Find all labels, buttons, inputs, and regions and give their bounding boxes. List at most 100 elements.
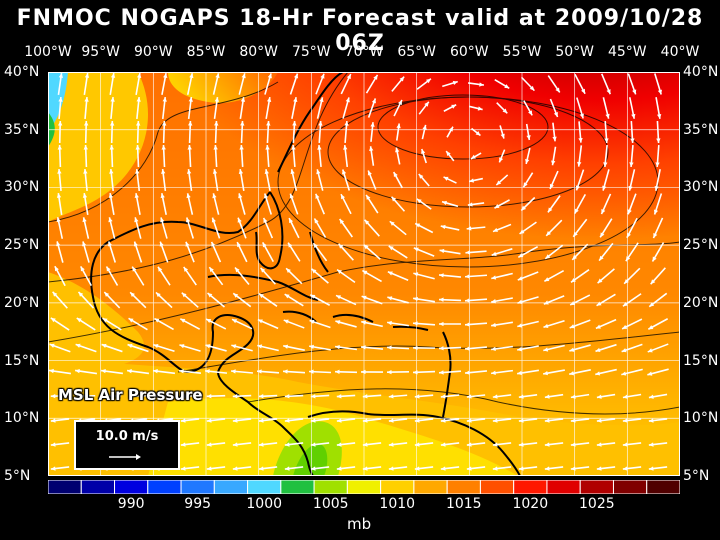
wind-arrow-icon	[440, 442, 460, 447]
wind-arrow-icon	[343, 144, 349, 168]
wind-arrow-icon	[421, 124, 427, 140]
wind-arrow-icon	[362, 269, 382, 283]
wind-arrow-icon	[492, 223, 512, 233]
latitude-label-right: 10°N	[683, 410, 719, 427]
wind-arrow-icon	[179, 344, 201, 352]
wind-arrow-icon	[361, 320, 383, 328]
wind-arrow-icon	[161, 73, 168, 95]
wind-arrow-icon	[498, 149, 506, 163]
wind-arrow-icon	[492, 394, 512, 399]
wind-arrow-icon	[492, 442, 512, 447]
wind-arrow-icon	[648, 442, 668, 447]
wind-arrow-icon	[135, 73, 142, 95]
wind-arrow-icon	[648, 292, 668, 308]
wind-arrow-icon	[438, 346, 462, 351]
wind-arrow-icon	[647, 318, 669, 330]
latitude-label-right: 25°N	[683, 237, 719, 254]
colorbar-swatch	[413, 480, 448, 494]
colorbar-label: 1025	[579, 496, 615, 512]
wind-arrow-icon	[187, 144, 192, 168]
wind-arrow-icon	[316, 169, 324, 191]
wind-arrow-icon	[387, 320, 409, 327]
wind-arrow-icon	[338, 243, 354, 261]
wind-arrow-icon	[441, 200, 459, 208]
wind-arrow-icon	[210, 241, 222, 263]
wind-arrow-icon	[621, 368, 643, 376]
wind-arrow-icon	[100, 368, 124, 375]
colorbar-swatch	[346, 480, 382, 494]
wind-arrow-icon	[648, 393, 668, 399]
wind-arrow-icon	[389, 220, 407, 236]
wind-arrow-icon	[261, 241, 275, 263]
wind-arrow-icon	[446, 126, 454, 138]
wind-arrow-icon	[340, 73, 352, 95]
wind-arrow-icon	[655, 97, 662, 119]
longitude-label: 65°W	[397, 44, 436, 60]
wind-arrow-icon	[596, 293, 616, 307]
wind-arrow-icon	[518, 394, 538, 399]
wind-arrow-icon	[628, 97, 636, 119]
wind-arrow-icon	[57, 120, 63, 144]
wind-arrow-icon	[496, 102, 508, 114]
wind-arrow-icon	[232, 418, 252, 423]
colorbar-swatch	[180, 480, 215, 494]
wind-arrow-icon	[466, 442, 486, 447]
wind-arrow-icon	[161, 168, 167, 192]
wind-arrow-icon	[232, 292, 252, 308]
longitude-label: 75°W	[291, 44, 331, 60]
wind-arrow-icon	[212, 73, 220, 95]
wind-arrow-icon	[440, 466, 460, 471]
wind-arrow-icon	[284, 394, 304, 399]
wind-arrow-icon	[622, 442, 642, 447]
wind-arrow-icon	[83, 168, 88, 192]
wind-arrow-icon	[75, 343, 97, 353]
wind-arrow-icon	[107, 241, 117, 263]
wind-arrow-icon	[264, 169, 271, 191]
wind-arrow-icon	[647, 343, 669, 353]
latitude-label-left: 20°N	[4, 294, 40, 311]
longitude-label: 95°W	[81, 44, 120, 60]
wind-arrow-icon	[494, 79, 510, 89]
wind-arrow-icon	[208, 266, 224, 286]
graticule	[48, 72, 680, 476]
wind-arrow-icon	[155, 291, 173, 309]
wind-arrow-icon	[309, 294, 331, 306]
wind-arrow-icon	[211, 217, 221, 239]
wind-arrow-icon	[517, 271, 539, 281]
longitude-label: 60°W	[449, 44, 489, 60]
latitude-label-left: 25°N	[4, 237, 40, 254]
wind-arrow-icon	[105, 266, 119, 286]
wind-arrow-icon	[291, 144, 296, 168]
wind-arrow-icon	[573, 193, 587, 215]
colorbar-swatch	[247, 480, 282, 494]
wind-arrow-icon	[518, 418, 538, 423]
wind-arrow-icon	[258, 394, 278, 399]
wind-arrow-icon	[160, 193, 167, 215]
colorbar-label: 1000	[246, 496, 283, 512]
wind-arrow-icon	[180, 466, 200, 471]
latitude-label-left: 5°N	[4, 468, 31, 484]
wind-arrow-icon	[655, 144, 660, 168]
wind-arrow-icon	[362, 466, 382, 471]
wind-arrow-icon	[413, 296, 435, 303]
wind-arrow-icon	[360, 369, 384, 375]
wind-arrow-icon	[313, 218, 327, 238]
wind-arrow-icon	[292, 120, 297, 144]
wind-arrow-icon	[83, 144, 88, 168]
wind-arrow-icon	[601, 73, 611, 95]
wind-arrow-icon	[188, 120, 193, 144]
colorbar-swatch	[646, 480, 680, 494]
wind-arrow-icon	[569, 344, 591, 352]
wind-arrow-icon	[288, 217, 300, 239]
wind-arrow-icon	[240, 120, 245, 144]
wind-arrow-icon	[412, 370, 436, 375]
wind-arrow-icon	[231, 344, 253, 352]
wind-arrow-icon	[128, 317, 148, 331]
wind-arrow-icon	[393, 99, 403, 117]
wind-arrow-icon	[414, 442, 434, 447]
wind-arrow-icon	[522, 172, 534, 188]
wind-arrow-icon	[344, 120, 349, 144]
wind-arrow-icon	[388, 466, 408, 471]
wind-arrow-icon	[596, 418, 616, 423]
wind-arrow-icon	[416, 198, 432, 210]
